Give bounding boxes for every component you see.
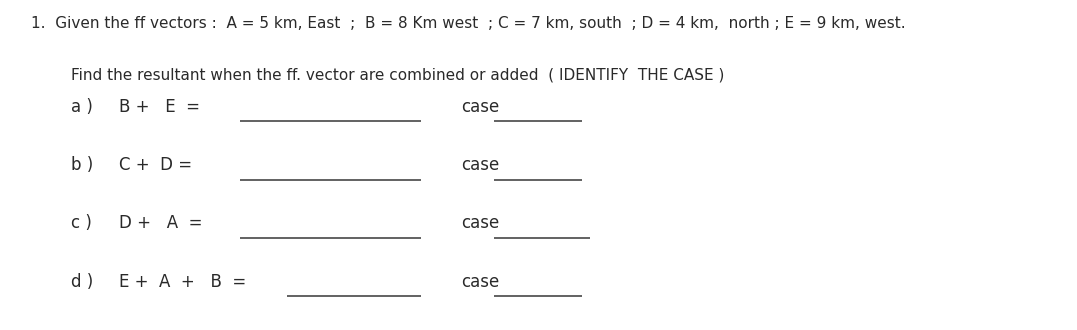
Text: 1.  Given the ff vectors :  A = 5 km, East  ;  B = 8 Km west  ; C = 7 km, south : 1. Given the ff vectors : A = 5 km, East… xyxy=(31,16,906,31)
Text: D +   A  =: D + A = xyxy=(118,214,202,232)
Text: c ): c ) xyxy=(71,214,93,232)
Text: d ): d ) xyxy=(71,273,94,291)
Text: C +  D =: C + D = xyxy=(118,156,192,174)
Text: case: case xyxy=(461,98,500,115)
Text: E +  A  +   B  =: E + A + B = xyxy=(118,273,246,291)
Text: case: case xyxy=(461,156,500,174)
Text: case: case xyxy=(461,273,500,291)
Text: case: case xyxy=(461,214,500,232)
Text: B +   E  =: B + E = xyxy=(118,98,199,115)
Text: b ): b ) xyxy=(71,156,94,174)
Text: Find the resultant when the ff. vector are combined or added  ( IDENTIFY  THE CA: Find the resultant when the ff. vector a… xyxy=(71,68,725,83)
Text: a ): a ) xyxy=(71,98,94,115)
